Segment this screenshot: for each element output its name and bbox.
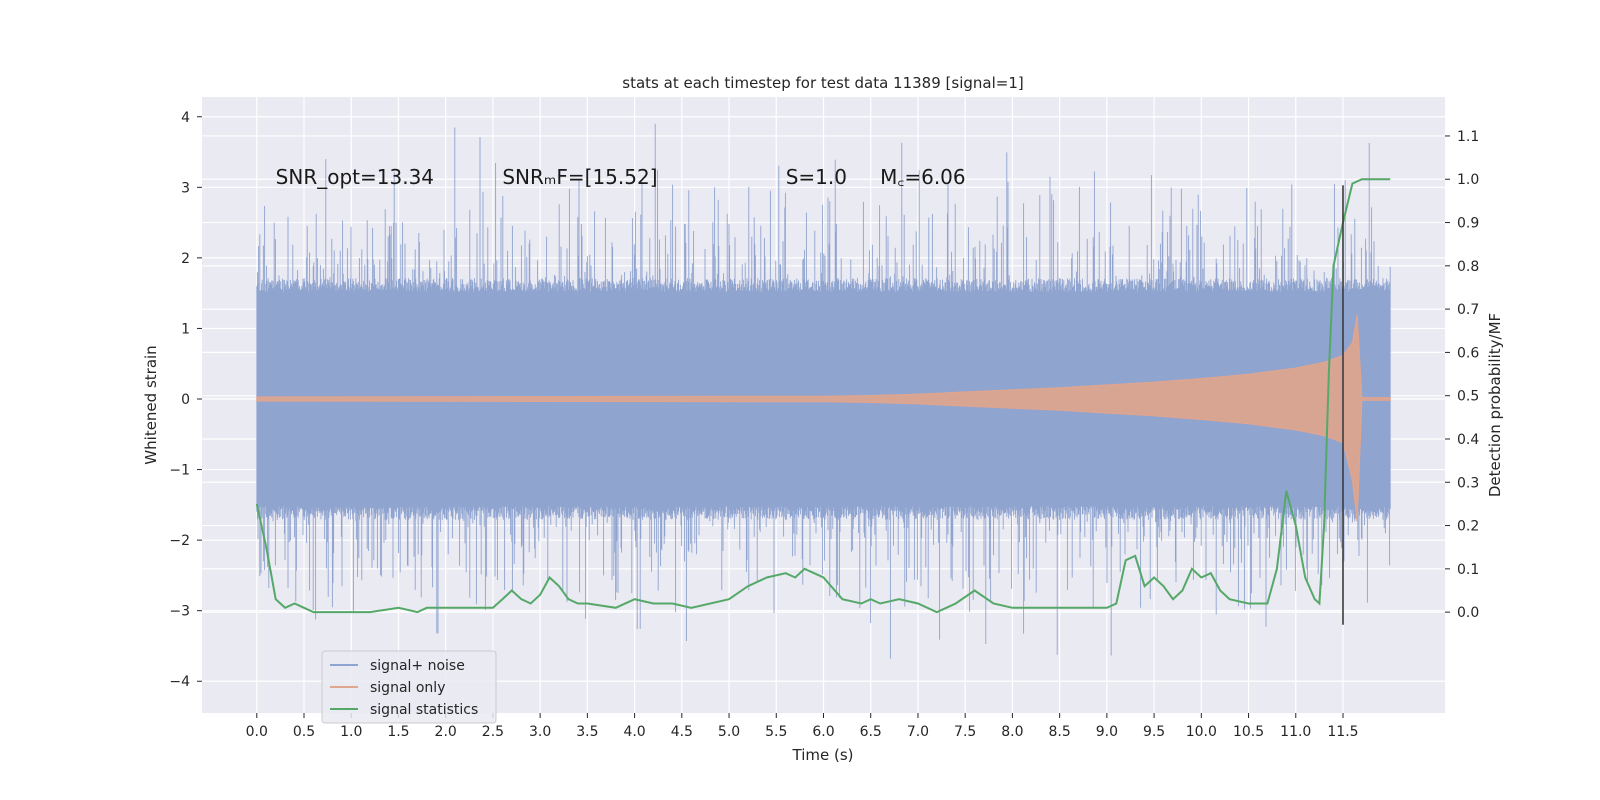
signal-statistics-line (255, 178, 1391, 614)
signal-only-series (256, 314, 1391, 522)
y-tick-label-3: −1 (169, 463, 190, 479)
x-tick-label-14: 7.0 (907, 724, 929, 740)
y2-tick-label-1: 0.1 (1457, 562, 1479, 578)
signal-statistics-series (255, 178, 1391, 614)
x-tick-label-12: 6.0 (812, 724, 834, 740)
chart-title: stats at each timestep for test data 113… (622, 74, 1023, 92)
y2-axis-ticks: 0.0 0.1 0.2 0.3 0.4 0.5 0.6 0.7 0.8 0.9 1.0 1.1 (1445, 129, 1479, 621)
x-tick-label-5: 2.5 (482, 724, 504, 740)
x-tick-label-17: 8.5 (1048, 724, 1070, 740)
y-tick-label-7: 3 (181, 180, 190, 196)
y2-tick-label-4: 0.4 (1457, 432, 1479, 448)
x-tick-label-8: 4.0 (623, 724, 645, 740)
x-tick-label-2: 1.0 (340, 724, 362, 740)
x-tick-label-0: 0.0 (246, 724, 268, 740)
y2-tick-label-11: 1.1 (1457, 129, 1479, 145)
y2-tick-label-7: 0.7 (1457, 302, 1479, 318)
legend-label-2: signal statistics (370, 702, 478, 718)
x-tick-label-18: 9.0 (1096, 724, 1118, 740)
x-tick-label-15: 7.5 (954, 724, 976, 740)
x-tick-label-21: 10.5 (1233, 724, 1264, 740)
x-tick-label-10: 5.0 (718, 724, 740, 740)
x-tick-label-11: 5.5 (765, 724, 787, 740)
legend-label-1: signal only (370, 680, 445, 696)
y2-tick-label-8: 0.8 (1457, 259, 1479, 275)
legend-label-0: signal+ noise (370, 658, 465, 674)
y-tick-label-1: −3 (169, 604, 190, 620)
y2-tick-label-0: 0.0 (1457, 605, 1479, 621)
y2-tick-label-2: 0.2 (1457, 519, 1479, 535)
y-tick-label-6: 2 (181, 251, 190, 267)
y-tick-label-2: −2 (169, 533, 190, 549)
y2-tick-label-5: 0.5 (1457, 389, 1479, 405)
x-axis-ticks: 0.0 0.5 1.0 1.5 2.0 2.5 3.0 3.5 4.0 4.5 5.0 5.5 6.0 6… (246, 713, 1359, 740)
y-tick-label-4: 0 (181, 392, 190, 408)
y-tick-label-8: 4 (181, 110, 190, 126)
x-tick-label-3: 1.5 (387, 724, 409, 740)
x-tick-label-22: 11.0 (1280, 724, 1311, 740)
y2-tick-label-9: 0.9 (1457, 216, 1479, 232)
x-axis-label: Time (s) (792, 746, 854, 764)
x-tick-label-7: 3.5 (576, 724, 598, 740)
y2-axis-label: Detection probability/MF (1486, 313, 1504, 497)
x-tick-label-20: 10.0 (1186, 724, 1217, 740)
legend: signal+ noise signal only signal statistic… (321, 650, 497, 724)
x-tick-label-19: 9.5 (1143, 724, 1165, 740)
x-tick-label-23: 11.5 (1327, 724, 1358, 740)
legend-box (321, 650, 497, 724)
x-tick-label-4: 2.0 (435, 724, 457, 740)
signal-only-band (256, 314, 1391, 522)
y-tick-label-5: 1 (181, 321, 190, 337)
annotations: SNR_opt=13.34 SNRₘF=[15.52] S=1.0 M꜀=6.06 (276, 165, 966, 189)
annotation-1: SNRₘF=[15.52] (502, 165, 657, 189)
annotation-2: S=1.0 (786, 165, 847, 189)
x-tick-label-16: 8.0 (1001, 724, 1023, 740)
y2-tick-label-3: 0.3 (1457, 475, 1479, 491)
x-tick-label-1: 0.5 (293, 724, 315, 740)
x-tick-label-13: 6.5 (860, 724, 882, 740)
annotation-0: SNR_opt=13.34 (276, 165, 434, 189)
annotation-3: M꜀=6.06 (880, 165, 965, 189)
x-tick-label-6: 3.0 (529, 724, 551, 740)
y-axis-ticks: −4 −3 −2 −1 0 1 2 3 4 (169, 110, 202, 690)
y2-tick-label-6: 0.6 (1457, 345, 1479, 361)
y-tick-label-0: −4 (169, 674, 190, 690)
x-tick-label-9: 4.5 (671, 724, 693, 740)
y2-tick-label-10: 1.0 (1457, 172, 1479, 188)
y-axis-label: Whitened strain (142, 345, 160, 464)
